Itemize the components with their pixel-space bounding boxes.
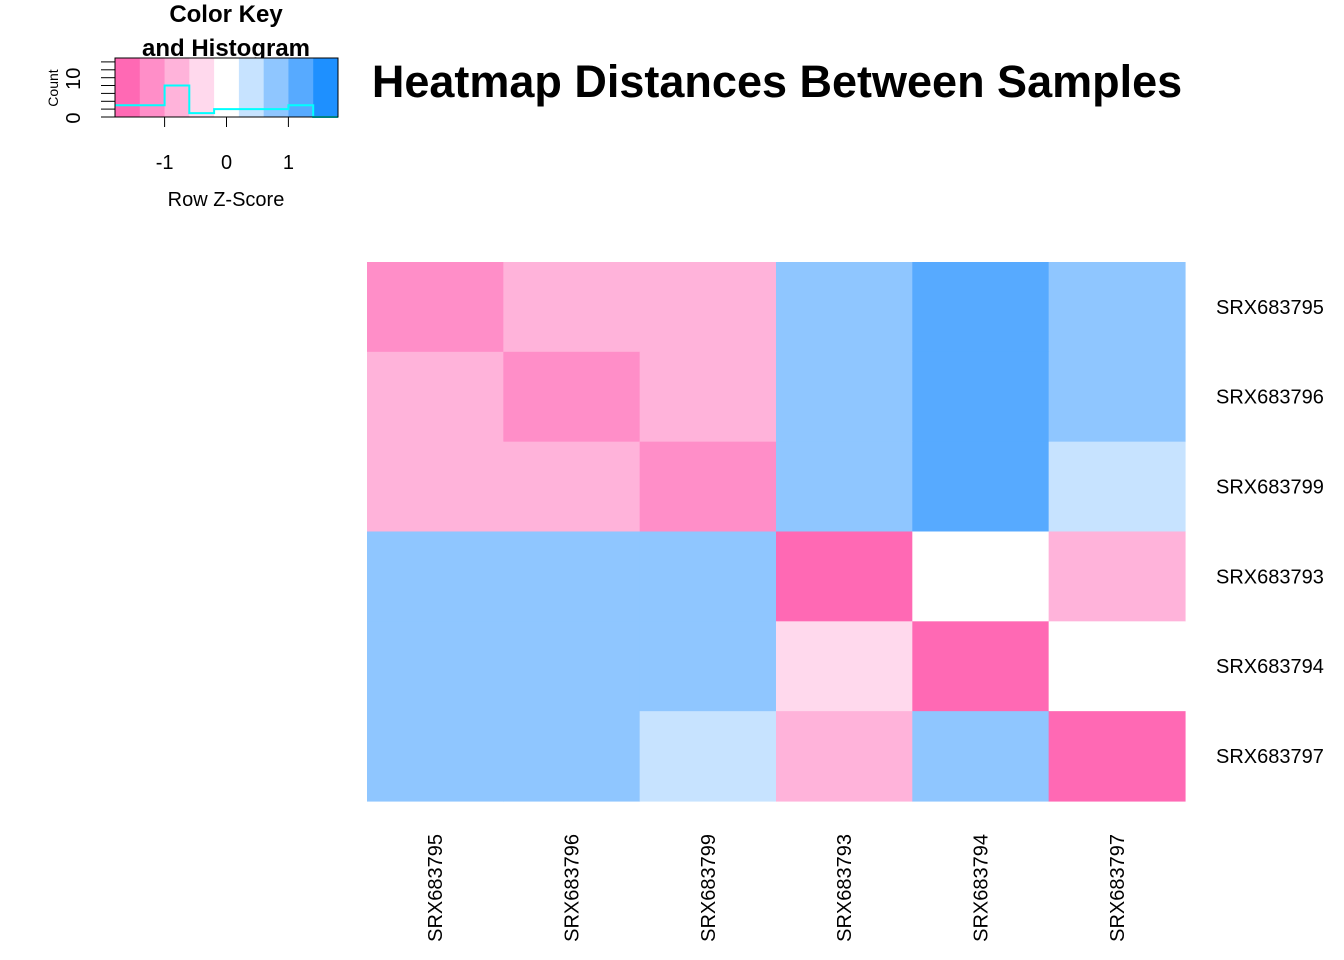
color-key-histogram	[115, 84, 338, 118]
heatmap-cell	[775, 711, 913, 802]
color-key-xtick-label: 0	[221, 152, 232, 174]
column-label: SRX683795	[425, 834, 447, 942]
color-key-title-line1: Color Key	[169, 1, 283, 28]
heatmap-cell	[775, 262, 913, 353]
heatmap-cell	[912, 441, 1050, 533]
color-key-bin	[189, 58, 215, 117]
chart-title: Heatmap Distances Between Samples	[372, 56, 1182, 107]
color-key-xtick-label: -1	[156, 152, 174, 174]
column-label: SRX683794	[971, 834, 993, 942]
heatmap-cell	[639, 441, 777, 533]
heatmap-cell	[639, 262, 777, 353]
column-label: SRX683799	[698, 834, 720, 942]
heatmap-cell	[1048, 531, 1186, 622]
heatmap-cell	[912, 531, 1050, 622]
heatmap-cell	[775, 351, 913, 443]
color-key-xtick-label: 1	[283, 152, 294, 174]
row-labels: SRX683795 SRX683796 SRX683799 SRX683793 SRX6…	[1216, 297, 1324, 768]
column-label: SRX683797	[1107, 834, 1129, 942]
heatmap-cell	[367, 262, 504, 353]
heatmap-cells	[367, 262, 1186, 802]
color-key-bin	[139, 58, 166, 117]
color-key-bin	[238, 58, 265, 117]
row-label: SRX683794	[1216, 656, 1324, 678]
heatmap-cell	[367, 531, 504, 622]
heatmap-cell	[912, 351, 1050, 443]
heatmap-cell	[1048, 441, 1186, 533]
heatmap-cell	[775, 531, 913, 622]
row-label: SRX683795	[1216, 297, 1324, 319]
color-key-bin	[313, 58, 339, 117]
row-label: SRX683799	[1216, 477, 1324, 499]
color-key-bin	[214, 58, 240, 117]
heatmap-cell	[503, 441, 641, 533]
heatmap-cell	[1048, 711, 1186, 802]
heatmap-cell	[639, 351, 777, 443]
row-label: SRX683796	[1216, 387, 1324, 409]
heatmap-cell	[775, 621, 913, 712]
row-label: SRX683793	[1216, 566, 1324, 588]
heatmap-cell	[1048, 262, 1186, 353]
heatmap-cell	[367, 441, 504, 533]
row-label: SRX683797	[1216, 746, 1324, 768]
heatmap-cell	[639, 531, 777, 622]
heatmap-cell	[503, 531, 641, 622]
color-key-bin	[263, 58, 289, 117]
heatmap-cell	[639, 711, 777, 802]
color-key-ylabel: Count	[45, 69, 61, 106]
color-key-ytick-label: 10	[63, 68, 85, 90]
color-key-xlabel: Row Z-Score	[168, 189, 285, 211]
heatmap-cell	[1048, 351, 1186, 443]
heatmap-cell	[503, 351, 641, 443]
heatmap-cell	[912, 711, 1050, 802]
heatmap-cell	[503, 262, 641, 353]
column-labels: SRX683795 SRX683796 SRX683799 SRX683793 SRX6…	[425, 834, 1129, 942]
heatmap-cell	[367, 711, 504, 802]
color-key-bin	[164, 58, 190, 117]
heatmap-cell	[367, 621, 504, 712]
heatmap-cell	[775, 441, 913, 533]
column-label: SRX683793	[834, 834, 856, 942]
color-key-bin	[288, 58, 314, 117]
column-label: SRX683796	[562, 834, 584, 942]
heatmap-cell	[503, 711, 641, 802]
color-key-bin	[115, 58, 141, 117]
heatmap-cell	[503, 621, 641, 712]
heatmap-cell	[639, 621, 777, 712]
heatmap-cell	[912, 621, 1050, 712]
color-key-ytick-label: 0	[63, 112, 85, 123]
heatmap-cell	[367, 351, 504, 443]
heatmap-cell	[1048, 621, 1186, 712]
heatmap-cell	[912, 262, 1050, 353]
